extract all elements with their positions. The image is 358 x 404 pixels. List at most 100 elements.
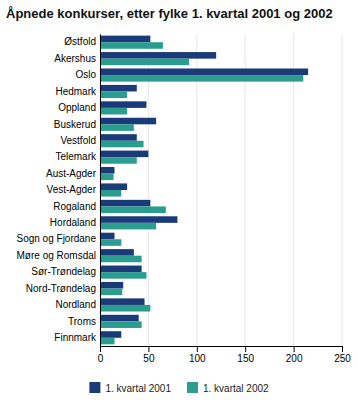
tick-label: Sogn og Fjordane [16, 233, 96, 244]
bar-series [100, 42, 303, 344]
tick: 100 [189, 346, 206, 364]
tick-label: Rogaland [53, 201, 96, 212]
tick-label: Aust-Agder [46, 168, 97, 179]
tick-label: Vestfold [60, 135, 96, 146]
bar [100, 68, 308, 75]
bar [100, 141, 144, 148]
bar [100, 289, 122, 296]
tick: Hordaland [50, 217, 96, 228]
bar [100, 315, 139, 322]
tick-label: 150 [237, 353, 254, 364]
grid-line [100, 34, 101, 346]
bar [100, 216, 177, 223]
bar [100, 298, 145, 305]
legend-swatch [89, 382, 100, 393]
tick-mark [245, 346, 246, 352]
bar [100, 85, 137, 92]
tick-mark [342, 346, 343, 352]
tick-label: Troms [68, 316, 96, 327]
tick: 150 [237, 346, 254, 364]
tick-label: Hedmark [55, 86, 97, 97]
tick-label: 100 [189, 353, 206, 364]
tick-label: 50 [143, 353, 155, 364]
legend-label: 1. kvartal 2001 [105, 383, 171, 394]
bar [100, 223, 156, 230]
tick: Troms [68, 316, 96, 327]
tick-label: Vest-Agder [47, 184, 97, 195]
y-axis: ØstfoldAkershusOsloHedmarkOpplandBuskeru… [16, 35, 100, 347]
bar [100, 75, 303, 82]
tick: Telemark [55, 151, 97, 162]
bar [100, 206, 166, 213]
tick-label: Oslo [75, 69, 96, 80]
plot: 0 50 100 150 200 250 Østfold Akershus Oslo Hedmar… [16, 34, 351, 364]
tick: 0 [98, 346, 104, 364]
bar [100, 151, 148, 158]
legend-swatch [187, 382, 198, 393]
bar [100, 256, 142, 263]
bar [100, 183, 127, 190]
bar [100, 249, 134, 256]
bar [100, 174, 114, 181]
tick-label: Finnmark [54, 332, 97, 343]
bar [100, 124, 134, 131]
x-axis: 0 50 100 150 200 250 [98, 346, 352, 364]
bar [100, 134, 137, 141]
bar [100, 52, 216, 59]
bar [100, 239, 121, 246]
bar [100, 91, 127, 98]
tick-label: Nord-Trøndelag [26, 283, 96, 294]
bar [100, 42, 163, 49]
bar [100, 36, 150, 43]
bar [100, 157, 137, 164]
tick-label: 200 [286, 353, 303, 364]
bar [100, 59, 189, 66]
bar [100, 305, 150, 312]
tick-label: Møre og Romsdal [17, 250, 96, 261]
axis-domain [100, 35, 101, 347]
tick: Nord-Trøndelag [26, 283, 96, 294]
title: Åpnede konkurser, etter fylke 1. kvartal… [6, 6, 333, 21]
bar [100, 331, 121, 338]
tick-mark [100, 346, 101, 352]
tick-label: Telemark [55, 151, 97, 162]
tick-label: Østfold [64, 36, 96, 47]
tick: Nordland [55, 299, 96, 310]
bar [100, 190, 121, 197]
tick: Hedmark [55, 86, 97, 97]
tick-mark [197, 346, 198, 352]
bars [100, 36, 308, 345]
legend: 1. kvartal 2001 1. kvartal 2002 [89, 382, 269, 394]
tick: 200 [286, 346, 303, 364]
legend-label: 1. kvartal 2002 [203, 383, 269, 394]
tick: Sør-Trøndelag [31, 266, 96, 277]
tick: Vestfold [60, 135, 96, 146]
tick: Akershus [54, 53, 96, 64]
legend-item: 1. kvartal 2001 [89, 382, 171, 394]
tick-mark [148, 346, 149, 352]
tick: Sogn og Fjordane [16, 233, 96, 244]
tick: Aust-Agder [46, 168, 97, 179]
tick-label: 250 [334, 353, 351, 364]
tick: Rogaland [53, 201, 96, 212]
bar [100, 321, 142, 328]
tick: Vest-Agder [47, 184, 97, 195]
tick-mark [294, 346, 295, 352]
axis-domain [101, 346, 343, 347]
tick: Oslo [75, 69, 96, 80]
bar-series [100, 36, 308, 338]
tick: 250 [334, 346, 351, 364]
bar [100, 282, 123, 289]
grid [100, 34, 342, 346]
tick-label: Nordland [55, 299, 96, 310]
tick-label: Buskerud [54, 119, 96, 130]
grid-line [342, 34, 343, 346]
bar [100, 200, 150, 207]
bar [100, 272, 146, 279]
bar [100, 101, 146, 108]
bar [100, 167, 115, 174]
bar [100, 108, 127, 115]
legend-item: 1. kvartal 2002 [187, 382, 269, 394]
bar [100, 266, 142, 273]
chart: Åpnede konkurser, etter fylke 1. kvartal… [0, 0, 358, 404]
